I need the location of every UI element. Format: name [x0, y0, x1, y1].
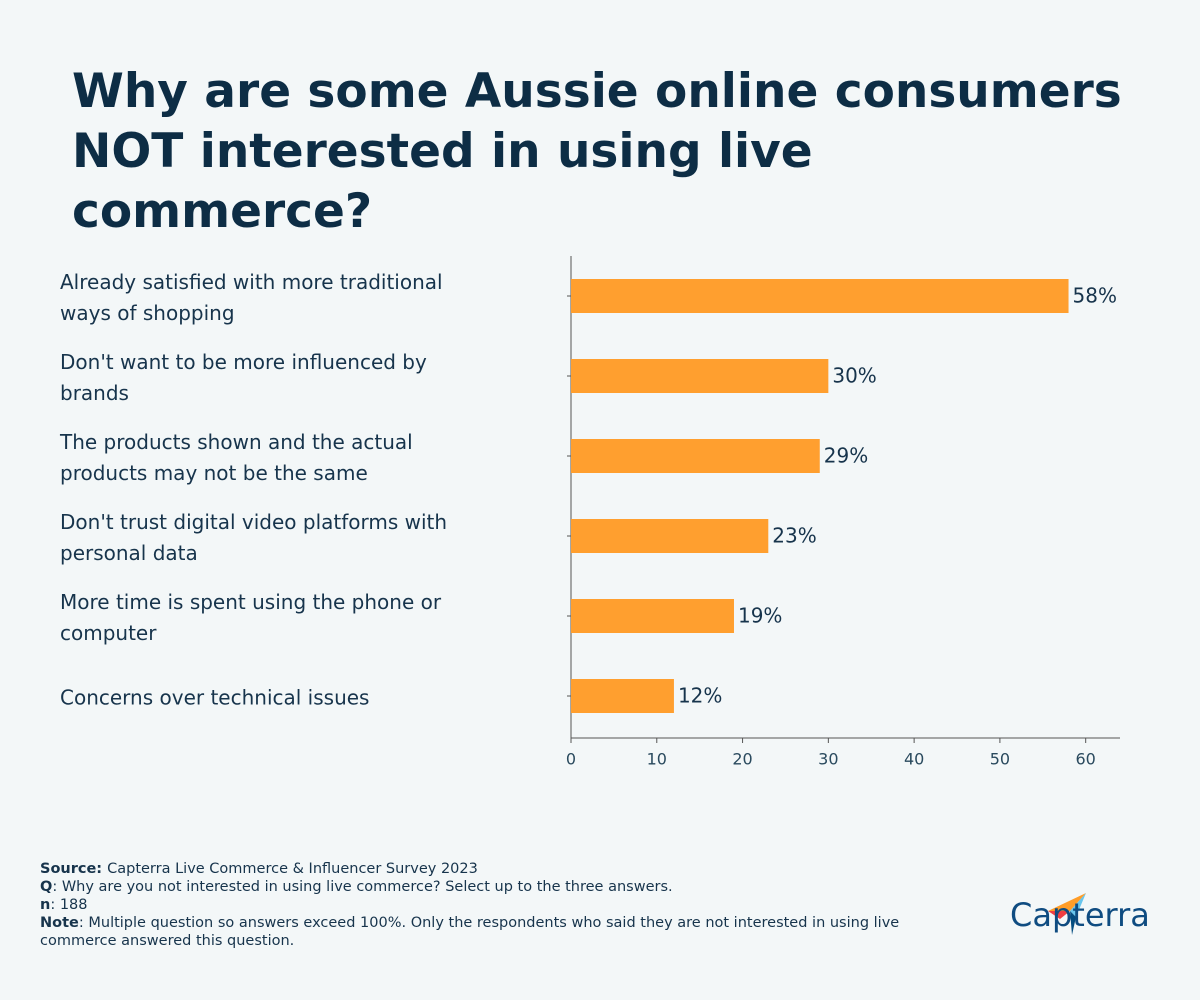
footer-text: : Why are you not interested in using li…: [52, 879, 673, 895]
category-label: Don't want to be more influenced by bran…: [60, 350, 427, 405]
bar: [571, 439, 820, 473]
x-tick-label: 40: [904, 750, 924, 769]
value-label: 58%: [1073, 284, 1117, 308]
value-label: 30%: [832, 364, 876, 388]
footer-text: : Multiple question so answers exceed 10…: [40, 915, 900, 949]
logo-text: Capterra: [1010, 896, 1150, 934]
x-tick-label: 20: [732, 750, 752, 769]
value-label: 29%: [824, 444, 868, 468]
x-tick-label: 10: [647, 750, 667, 769]
logo-shape: [1048, 893, 1086, 911]
footer-label: n: [40, 897, 51, 913]
value-label: 12%: [678, 684, 722, 708]
x-tick-label: 0: [566, 750, 576, 769]
footer-line: Note: Multiple question so answers excee…: [40, 914, 940, 950]
bar: [571, 359, 829, 393]
bar: [571, 679, 674, 713]
value-label: 23%: [772, 524, 816, 548]
logo-shape: [1048, 911, 1070, 919]
footer-line: Source: Capterra Live Commerce & Influenc…: [40, 860, 940, 878]
category-label: The products shown and the actual produc…: [60, 430, 413, 485]
category-label: Already satisfied with more traditional …: [60, 270, 443, 325]
x-tick-label: 30: [818, 750, 838, 769]
category-label: Don't trust digital video platforms with…: [60, 510, 448, 565]
footer-label: Source:: [40, 861, 103, 877]
category-label: More time is spent using the phone or co…: [60, 590, 442, 645]
logo-icon: [1048, 893, 1086, 935]
logo-shape: [1070, 893, 1086, 917]
category-label: Concerns over technical issues: [60, 685, 370, 710]
footer-line: n: 188: [40, 896, 940, 914]
footer-label: Q: [40, 879, 53, 895]
chart-title: Why are some Aussie online consumers NOT…: [72, 64, 1122, 239]
footer-line: Q: Why are you not interested in using l…: [40, 878, 940, 896]
footer-text: Capterra Live Commerce & Influencer Surv…: [107, 861, 478, 877]
value-label: 19%: [738, 604, 782, 628]
x-tick-label: 50: [990, 750, 1010, 769]
logo-shape: [1070, 911, 1076, 935]
bar: [571, 599, 734, 633]
bar: [571, 279, 1069, 313]
footer: Source: Capterra Live Commerce & Influenc…: [40, 860, 940, 950]
footer-label: Note: [40, 915, 79, 931]
x-tick-label: 60: [1076, 750, 1096, 769]
footer-text: : 188: [50, 897, 88, 913]
bar: [571, 519, 769, 553]
